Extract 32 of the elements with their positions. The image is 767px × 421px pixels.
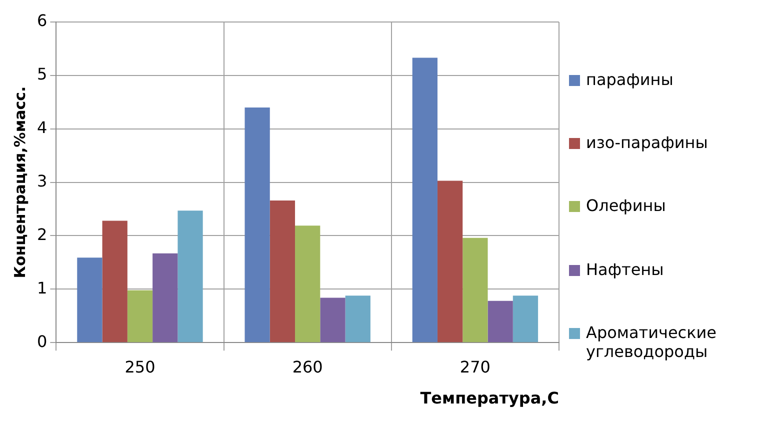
- y-tick-label: 0: [36, 332, 48, 351]
- x-axis-title: Температура,С: [420, 388, 559, 408]
- bar: [178, 210, 203, 342]
- bar: [462, 238, 488, 342]
- y-tick-label: 5: [36, 64, 48, 84]
- x-tick-label: 260: [292, 357, 323, 376]
- bar: [412, 58, 438, 342]
- legend-label: изо-парафины: [586, 133, 708, 152]
- bar: [77, 258, 102, 342]
- y-tick-label: 3: [36, 171, 48, 190]
- bar: [345, 296, 370, 342]
- y-tick-label: 4: [36, 118, 48, 138]
- legend-label: парафины: [586, 70, 674, 90]
- legend-label: Олефины: [586, 196, 666, 216]
- bar: [270, 200, 296, 342]
- x-tick-label: 250: [124, 357, 156, 376]
- bar: [295, 226, 320, 342]
- legend-label: Ароматические углеводороды: [586, 322, 718, 361]
- legend-label: Нафтены: [586, 260, 664, 279]
- bar: [512, 296, 538, 342]
- y-tick-label: 2: [36, 224, 48, 244]
- bar: [127, 290, 153, 342]
- bar: [244, 107, 270, 342]
- x-tick-label: 270: [460, 357, 490, 376]
- y-tick-label: 1: [36, 278, 48, 298]
- bar: [152, 253, 178, 342]
- y-tick-label: 6: [36, 11, 48, 30]
- bar: [320, 298, 346, 342]
- bar: [102, 220, 128, 342]
- bar: [488, 300, 513, 342]
- y-axis-title: Концентрация,%масс.: [10, 86, 29, 278]
- bar: [437, 180, 463, 342]
